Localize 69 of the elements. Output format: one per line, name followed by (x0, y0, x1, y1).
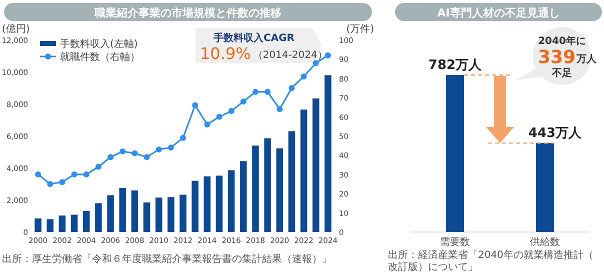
point (216, 114, 222, 120)
point (59, 179, 66, 186)
point (180, 134, 186, 141)
chart-title: 職業紹介事業の市場規模と件数の推移 (94, 6, 282, 20)
point (83, 171, 90, 178)
annotation: （2014-2024） (252, 50, 328, 61)
bar (143, 202, 150, 232)
bar (58, 216, 66, 232)
y-axis-title: (億円) (2, 23, 30, 35)
annotation: 不足 (551, 67, 572, 79)
point (264, 88, 271, 95)
text: 出所：経済産業省「2040年の就業構造推計（改訂版）について」 (388, 249, 594, 273)
point (276, 106, 283, 112)
point (228, 108, 234, 114)
data-label: 443万人 (528, 126, 583, 142)
bar (204, 176, 211, 232)
bar (70, 214, 78, 232)
bar (288, 131, 296, 232)
point (120, 148, 126, 154)
point (132, 150, 138, 156)
bar (119, 188, 126, 232)
bar (300, 110, 308, 232)
bar (95, 203, 102, 232)
bar (240, 161, 247, 232)
text: 2040年に (538, 35, 586, 47)
bar (264, 138, 271, 232)
text: 339 (538, 47, 576, 68)
point (144, 154, 150, 160)
bar (252, 146, 259, 232)
annotation: 手数料収入CAGR (212, 32, 295, 44)
point (95, 164, 102, 170)
bar (180, 194, 186, 232)
text: 出所：厚生労働省「令和６年度職業紹介事業報告書の集計結果（速報）」 (2, 253, 332, 265)
point (192, 102, 198, 108)
bar (312, 98, 320, 232)
bar (82, 210, 90, 232)
point (35, 171, 42, 178)
text: 万人 (576, 53, 598, 65)
point (108, 154, 114, 160)
legend-label: 手数料収入(左軸) (60, 38, 138, 50)
x-tick-label: 需要数 (440, 237, 470, 248)
chart-title: AI専門人材の不足見通し (437, 6, 560, 20)
point (288, 85, 295, 91)
point (312, 60, 319, 66)
y2-axis-title: (万件) (346, 24, 374, 35)
bar (228, 170, 235, 232)
bar (192, 180, 198, 232)
bar (34, 218, 42, 232)
point (168, 144, 174, 151)
bar (276, 148, 284, 232)
bar (107, 195, 114, 232)
point (252, 88, 258, 95)
point (324, 52, 331, 58)
bar (46, 219, 54, 232)
point (71, 171, 78, 178)
bar (155, 198, 162, 232)
data-label: 782万人 (428, 58, 483, 73)
point (240, 98, 246, 104)
bar (324, 75, 332, 232)
bar (168, 197, 174, 232)
point (300, 73, 307, 80)
point (47, 181, 54, 187)
x-tick-label: 供給数 (530, 236, 560, 248)
point (156, 146, 162, 152)
point (204, 121, 210, 128)
annotation: 10.9% (200, 44, 251, 63)
legend-label: 就職件数（右軸） (60, 51, 140, 63)
bar (131, 190, 138, 232)
bar (216, 176, 223, 232)
